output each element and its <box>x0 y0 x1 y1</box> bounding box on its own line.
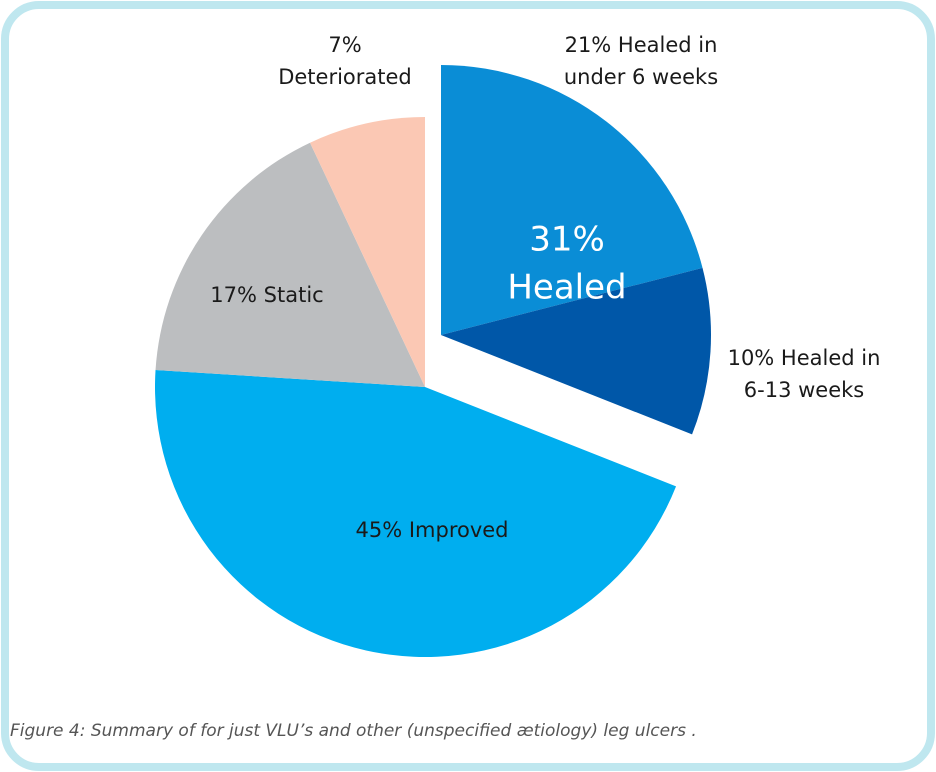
exploded-group <box>441 65 711 435</box>
slice-label: 45% Improved <box>355 518 508 542</box>
slice-label: 6-13 weeks <box>744 378 864 402</box>
slice-label: 7% <box>328 33 361 57</box>
pie-slice <box>154 370 677 658</box>
group-text: Healed <box>507 268 626 308</box>
pie-slice <box>441 65 703 335</box>
pie-slice <box>155 142 425 387</box>
slice-label: under 6 weeks <box>564 65 718 89</box>
slice-label: 10% Healed in <box>728 346 881 370</box>
pie-slice <box>310 117 425 387</box>
pie-slice <box>441 267 711 435</box>
slice-label: 17% Static <box>210 283 323 307</box>
caption: Figure 4: Summary of for just VLU’s and … <box>10 721 697 741</box>
group-label: 31% <box>529 220 605 260</box>
slice-label: 21% Healed in <box>565 33 718 57</box>
slice-label: Deteriorated <box>278 65 412 89</box>
